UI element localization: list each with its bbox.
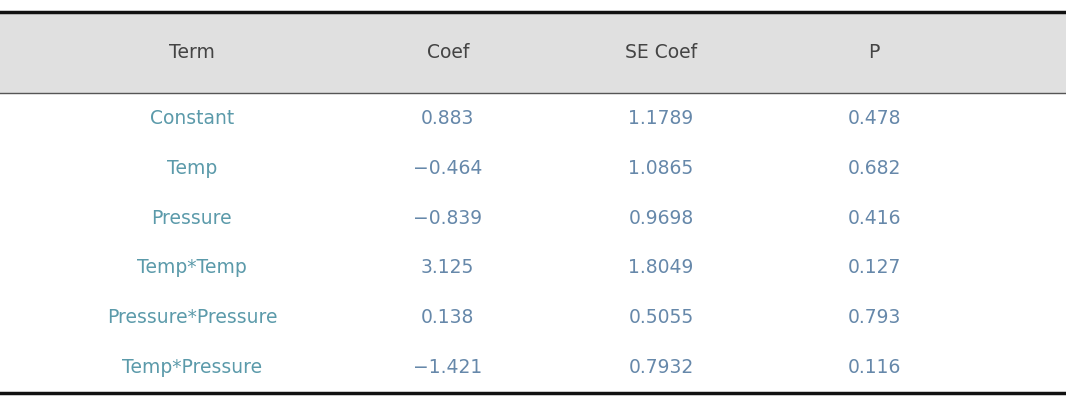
Text: 1.1789: 1.1789 xyxy=(628,109,694,128)
Text: 3.125: 3.125 xyxy=(421,258,474,277)
Text: 0.138: 0.138 xyxy=(421,309,474,327)
Text: −0.839: −0.839 xyxy=(414,209,482,228)
Text: Pressure*Pressure: Pressure*Pressure xyxy=(107,309,277,327)
Text: 0.416: 0.416 xyxy=(847,209,901,228)
Text: 0.793: 0.793 xyxy=(847,309,901,327)
Text: −0.464: −0.464 xyxy=(413,159,483,177)
Text: 0.127: 0.127 xyxy=(847,258,901,277)
Bar xyxy=(0,12,1066,93)
Text: Constant: Constant xyxy=(149,109,235,128)
Text: SE Coef: SE Coef xyxy=(625,43,697,62)
Text: Temp*Pressure: Temp*Pressure xyxy=(122,358,262,377)
Text: 0.7932: 0.7932 xyxy=(628,358,694,377)
Text: 0.883: 0.883 xyxy=(421,109,474,128)
Text: 0.9698: 0.9698 xyxy=(628,209,694,228)
Text: Term: Term xyxy=(168,43,215,62)
Text: Temp*Temp: Temp*Temp xyxy=(138,258,246,277)
Text: −1.421: −1.421 xyxy=(414,358,482,377)
Text: 0.478: 0.478 xyxy=(847,109,901,128)
Text: Coef: Coef xyxy=(426,43,469,62)
Text: Temp: Temp xyxy=(166,159,217,177)
Text: 1.8049: 1.8049 xyxy=(628,258,694,277)
Text: 0.116: 0.116 xyxy=(847,358,901,377)
Text: 1.0865: 1.0865 xyxy=(628,159,694,177)
Text: P: P xyxy=(869,43,879,62)
Text: Pressure: Pressure xyxy=(151,209,232,228)
Text: 0.5055: 0.5055 xyxy=(628,309,694,327)
Text: 0.682: 0.682 xyxy=(847,159,901,177)
